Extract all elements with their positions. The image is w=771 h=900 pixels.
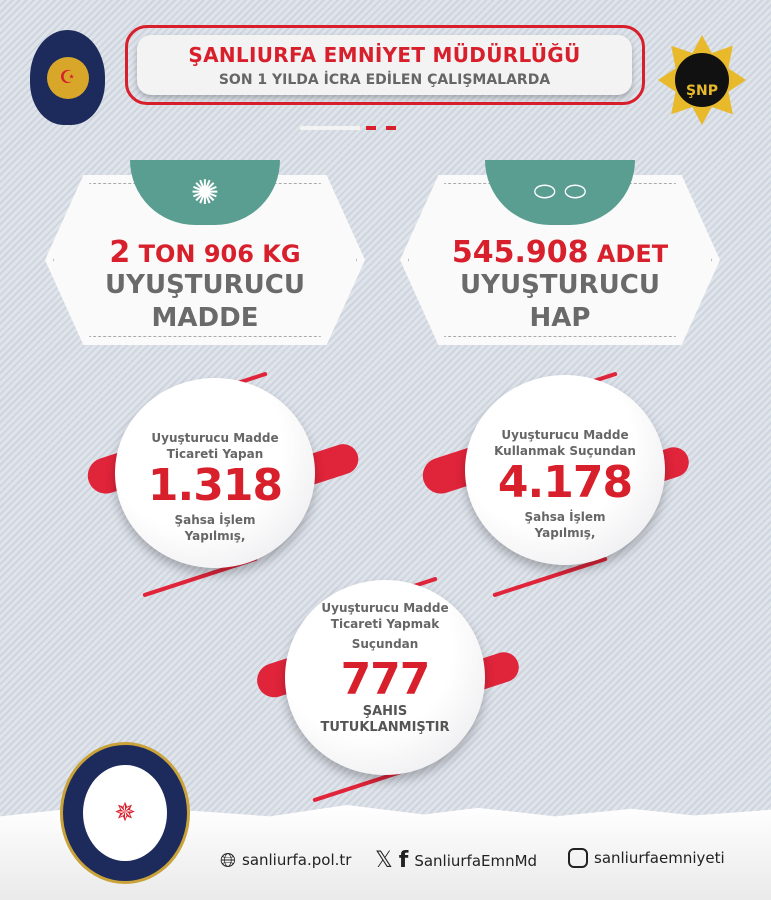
social-link[interactable]: 𝕏 f SanliurfaEmnMd bbox=[375, 848, 537, 873]
divider-dash bbox=[386, 126, 396, 130]
amount-number: 2 bbox=[109, 235, 131, 270]
card-label: HAP bbox=[529, 303, 591, 333]
amount-unit: ADET bbox=[596, 240, 669, 268]
stat-label: Kullanmak Suçundan bbox=[494, 444, 636, 458]
page-subtitle: SON 1 YILDA İCRA EDİLEN ÇALIŞMALARDA bbox=[218, 72, 551, 88]
stat-label: TUTUKLANMIŞTIR bbox=[320, 720, 450, 735]
stat-label: Uyuşturucu Madde bbox=[321, 601, 449, 615]
divider bbox=[300, 126, 360, 130]
facebook-icon: f bbox=[398, 848, 409, 873]
egm-logo: ✵ bbox=[60, 742, 190, 884]
card-label: UYUŞTURUCU bbox=[460, 270, 660, 300]
stat-label: Şahsa İşlem bbox=[524, 510, 606, 524]
social-handle: SanliurfaEmnMd bbox=[414, 851, 538, 870]
police-logo: ☪ bbox=[30, 30, 105, 125]
stat-label: Uyuşturucu Madde bbox=[151, 431, 279, 445]
stat-label: Suçundan bbox=[351, 637, 419, 651]
website-link[interactable]: 🌐︎ sanliurfa.pol.tr bbox=[220, 848, 351, 872]
page-title: ŞANLIURFA EMNİYET MÜDÜRLÜĞÜ bbox=[188, 43, 581, 67]
stat-label: Şahsa İşlem bbox=[174, 513, 256, 527]
stat-label: Yapılmış, bbox=[184, 529, 246, 543]
stat-value: 4.178 bbox=[497, 457, 633, 508]
instagram-icon bbox=[568, 848, 588, 868]
stat-label: Uyuşturucu Madde bbox=[501, 428, 629, 442]
stat-value: 777 bbox=[340, 654, 431, 705]
snp-badge-logo: ŞNP bbox=[658, 35, 746, 125]
instagram-link[interactable]: sanliurfaemniyeti bbox=[568, 848, 725, 868]
stat-label: Ticareti Yapan bbox=[166, 447, 264, 461]
stat-label: Ticareti Yapmak bbox=[330, 617, 440, 631]
header: ŞANLIURFA EMNİYET MÜDÜRLÜĞÜ SON 1 YILDA … bbox=[137, 35, 632, 95]
stat-circle: Uyuşturucu Madde Ticareti Yapmak Suçunda… bbox=[285, 580, 485, 775]
stat-label: Yapılmış, bbox=[534, 526, 596, 540]
globe-icon: 🌐︎ bbox=[220, 848, 236, 872]
stat-circle: Uyuşturucu Madde Kullanmak Suçundan 4.17… bbox=[465, 375, 665, 565]
x-icon: 𝕏 bbox=[375, 848, 393, 873]
amount-number: 545.908 bbox=[451, 235, 589, 270]
stat-value: 1.318 bbox=[147, 460, 283, 511]
amount-unit: TON 906 KG bbox=[138, 240, 301, 268]
stat-label: ŞAHIS bbox=[362, 704, 408, 719]
title-frame bbox=[125, 25, 645, 105]
instagram-handle: sanliurfaemniyeti bbox=[594, 849, 725, 867]
stat-circle: Uyuşturucu Madde Ticareti Yapan 1.318 Şa… bbox=[115, 378, 315, 568]
card-label: UYUŞTURUCU bbox=[105, 270, 305, 300]
card-label: MADDE bbox=[151, 303, 259, 333]
divider-dash bbox=[366, 126, 376, 130]
cannabis-leaf-icon: ✺ bbox=[130, 160, 280, 225]
website-text: sanliurfa.pol.tr bbox=[242, 851, 352, 869]
